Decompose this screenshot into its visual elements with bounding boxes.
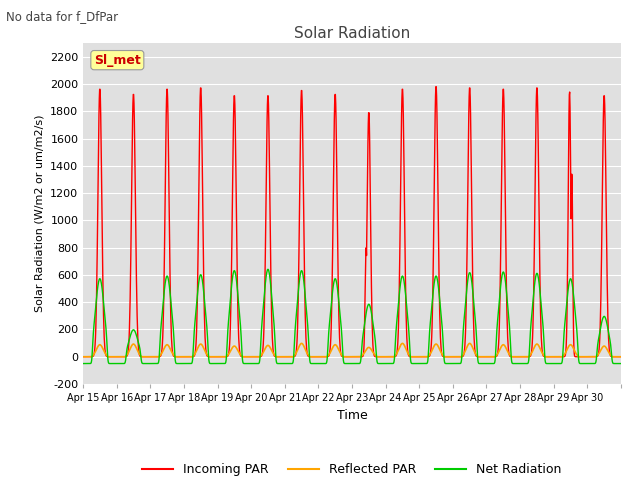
Reflected PAR: [328, 347, 336, 352]
Incoming PAR: [79, 354, 87, 360]
Net Radiation: [264, 266, 272, 272]
Incoming PAR: [163, 86, 171, 92]
Net Radiation: [617, 360, 625, 366]
Reflected PAR: [479, 354, 486, 360]
Line: Reflected PAR: Reflected PAR: [83, 343, 621, 357]
Y-axis label: Solar Radiation (W/m2 or um/m2/s): Solar Radiation (W/m2 or um/m2/s): [35, 115, 45, 312]
Incoming PAR: [558, 354, 566, 360]
Reflected PAR: [79, 354, 87, 360]
X-axis label: Time: Time: [337, 408, 367, 421]
Incoming PAR: [479, 354, 486, 360]
Title: Solar Radiation: Solar Radiation: [294, 25, 410, 41]
Text: No data for f_DfPar: No data for f_DfPar: [6, 10, 118, 23]
Net Radiation: [558, 360, 566, 366]
Net Radiation: [79, 360, 87, 366]
Legend: Incoming PAR, Reflected PAR, Net Radiation: Incoming PAR, Reflected PAR, Net Radiati…: [137, 458, 567, 480]
Net Radiation: [479, 360, 486, 366]
Incoming PAR: [611, 354, 618, 360]
Reflected PAR: [611, 354, 618, 360]
Net Radiation: [163, 273, 171, 279]
Incoming PAR: [328, 313, 335, 319]
Reflected PAR: [163, 342, 171, 348]
Net Radiation: [611, 360, 618, 366]
Incoming PAR: [432, 84, 440, 90]
Reflected PAR: [298, 340, 305, 346]
Reflected PAR: [617, 354, 625, 360]
Reflected PAR: [338, 352, 346, 358]
Line: Net Radiation: Net Radiation: [83, 269, 621, 363]
Line: Incoming PAR: Incoming PAR: [83, 87, 621, 357]
Incoming PAR: [617, 354, 625, 360]
Incoming PAR: [338, 353, 346, 359]
Text: Sl_met: Sl_met: [94, 54, 141, 67]
Net Radiation: [338, 336, 346, 342]
Reflected PAR: [558, 354, 566, 360]
Net Radiation: [328, 295, 336, 301]
